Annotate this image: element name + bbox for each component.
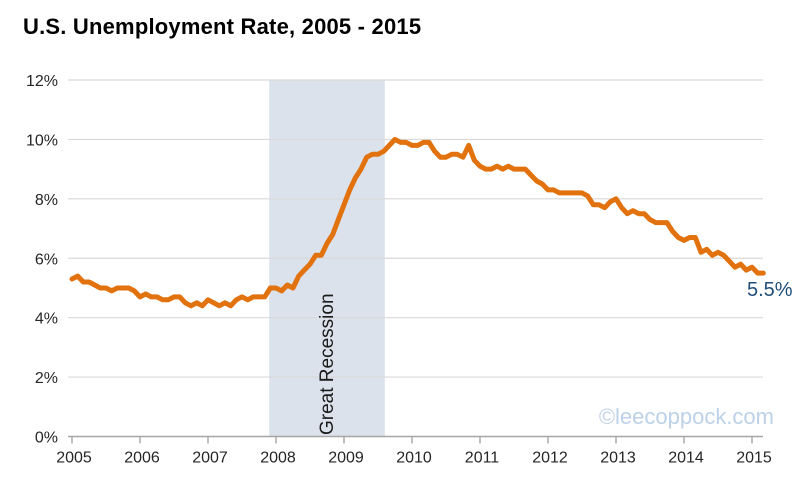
x-tick-label: 2014	[668, 450, 704, 467]
x-tick-label: 2010	[396, 450, 432, 467]
x-tick-label: 2007	[192, 450, 228, 467]
last-value-label: 5.5%	[747, 279, 793, 301]
x-tick-label: 2008	[260, 450, 296, 467]
x-tick-label: 2013	[600, 450, 636, 467]
y-tick-label: 12%	[26, 73, 58, 90]
y-tick-label: 0%	[35, 430, 58, 447]
x-tick-label: 2006	[124, 450, 160, 467]
y-tick-label: 10%	[26, 132, 58, 149]
y-tick-label: 2%	[35, 370, 58, 387]
x-tick-label: 2011	[465, 450, 500, 467]
y-tick-label: 6%	[35, 251, 58, 268]
chart-title: U.S. Unemployment Rate, 2005 - 2015	[23, 14, 422, 39]
unemployment-rate-line	[69, 136, 766, 309]
recession-band-label: Great Recession	[317, 293, 338, 435]
watermark-text: ©leecoppock.com	[598, 404, 774, 429]
y-tick-label: 8%	[35, 192, 58, 209]
x-tick-label: 2005	[56, 450, 92, 467]
x-tick-label: 2015	[736, 450, 772, 467]
y-tick-label: 4%	[35, 311, 58, 328]
x-tick-label: 2009	[328, 450, 364, 467]
x-tick-label: 2012	[532, 450, 568, 467]
